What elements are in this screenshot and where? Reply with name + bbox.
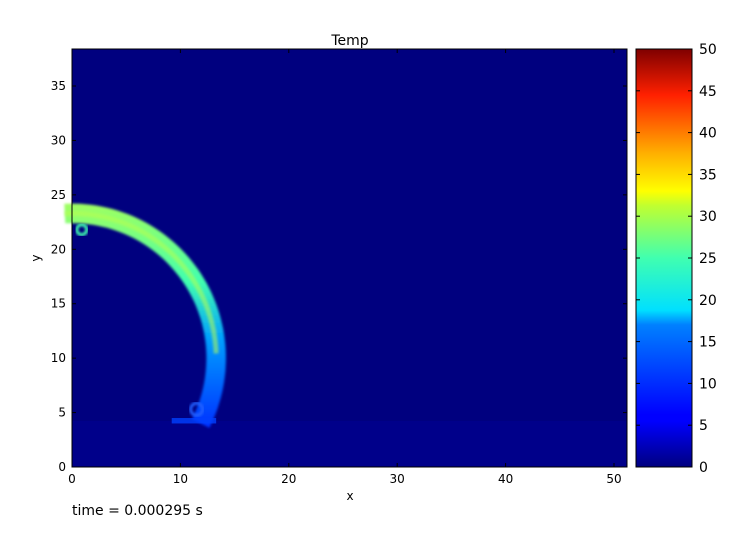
y-tick-label: 10 xyxy=(51,351,66,365)
y-tick-label: 30 xyxy=(51,133,66,147)
colorbar-tick-label: 50 xyxy=(699,42,717,58)
y-axis-ticks: 0 5 10 15 20 25 30 35 xyxy=(51,79,627,474)
x-tick-label: 10 xyxy=(173,472,188,486)
colorbar-tick-label: 30 xyxy=(699,209,717,225)
y-axis-label: y xyxy=(29,254,43,261)
plot-area xyxy=(64,48,628,468)
colorbar-tick-label: 35 xyxy=(699,167,717,183)
colorbar-tick-label: 10 xyxy=(699,376,717,392)
x-axis-ticks: 0 10 20 30 40 50 xyxy=(68,49,622,486)
y-tick-label: 5 xyxy=(58,406,66,420)
front-core xyxy=(64,210,219,354)
front-band xyxy=(64,203,226,428)
colorbar-tick-label: 45 xyxy=(699,84,717,100)
colorbar-tick-label: 40 xyxy=(699,126,717,142)
y-tick-label: 20 xyxy=(51,242,66,256)
colorbar-tick-label: 15 xyxy=(699,335,717,351)
x-tick-label: 40 xyxy=(498,472,513,486)
chart-title: Temp xyxy=(330,33,368,49)
x-tick-label: 20 xyxy=(281,472,296,486)
colorbar-tick-label: 20 xyxy=(699,293,717,309)
y-tick-label: 15 xyxy=(51,297,66,311)
plot-frame xyxy=(71,48,628,468)
front-tip-vortex xyxy=(75,223,89,237)
x-axis-label: x xyxy=(346,489,353,503)
front-base-vortex xyxy=(189,401,205,417)
colorbar-gradient xyxy=(635,48,693,468)
x-tick-label: 50 xyxy=(606,472,621,486)
colorbar-ticks: 0 5 10 15 20 25 30 35 40 45 50 xyxy=(636,42,717,476)
y-tick-label: 25 xyxy=(51,188,66,202)
colorbar: 0 5 10 15 20 25 30 35 40 45 50 xyxy=(635,42,717,476)
y-tick-label: 35 xyxy=(51,79,66,93)
temperature-front xyxy=(64,203,226,428)
x-tick-label: 30 xyxy=(390,472,405,486)
y-tick-label: 0 xyxy=(58,460,66,474)
lower-layer xyxy=(72,421,627,467)
field-background xyxy=(72,49,627,467)
x-tick-label: 0 xyxy=(68,472,76,486)
colorbar-tick-label: 5 xyxy=(699,418,708,434)
colorbar-tick-label: 25 xyxy=(699,251,717,267)
colorbar-tick-label: 0 xyxy=(699,460,708,476)
front-base xyxy=(171,418,217,424)
time-annotation: time = 0.000295 s xyxy=(72,503,203,519)
